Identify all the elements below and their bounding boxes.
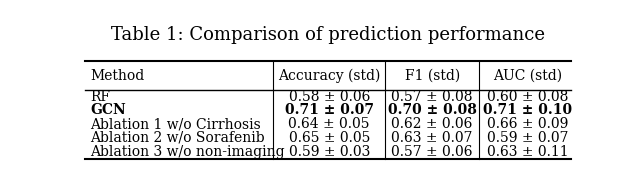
Text: RF: RF (90, 89, 110, 104)
Text: Ablation 1 w/o Cirrhosis: Ablation 1 w/o Cirrhosis (90, 117, 260, 131)
Text: 0.63 ± 0.11: 0.63 ± 0.11 (487, 145, 568, 159)
Text: Ablation 2 w/o Sorafenib: Ablation 2 w/o Sorafenib (90, 131, 264, 145)
Text: 0.60 ± 0.08: 0.60 ± 0.08 (487, 89, 568, 104)
Text: GCN: GCN (90, 103, 125, 117)
Text: 0.59 ± 0.03: 0.59 ± 0.03 (289, 145, 370, 159)
Text: 0.66 ± 0.09: 0.66 ± 0.09 (487, 117, 568, 131)
Text: 0.64 ± 0.05: 0.64 ± 0.05 (289, 117, 370, 131)
Text: 0.57 ± 0.08: 0.57 ± 0.08 (392, 89, 473, 104)
Text: 0.63 ± 0.07: 0.63 ± 0.07 (392, 131, 473, 145)
Text: 0.71 ± 0.07: 0.71 ± 0.07 (285, 103, 374, 117)
Text: 0.65 ± 0.05: 0.65 ± 0.05 (289, 131, 370, 145)
Text: 0.59 ± 0.07: 0.59 ± 0.07 (487, 131, 568, 145)
Text: F1 (std): F1 (std) (404, 68, 460, 83)
Text: 0.71 ± 0.10: 0.71 ± 0.10 (483, 103, 572, 117)
Text: 0.62 ± 0.06: 0.62 ± 0.06 (392, 117, 473, 131)
Text: Ablation 3 w/o non-imaging: Ablation 3 w/o non-imaging (90, 145, 285, 159)
Text: Method: Method (90, 68, 144, 83)
Text: AUC (std): AUC (std) (493, 68, 562, 83)
Text: Accuracy (std): Accuracy (std) (278, 68, 380, 83)
Text: Table 1: Comparison of prediction performance: Table 1: Comparison of prediction perfor… (111, 26, 545, 44)
Text: 0.58 ± 0.06: 0.58 ± 0.06 (289, 89, 370, 104)
Text: 0.70 ± 0.08: 0.70 ± 0.08 (388, 103, 477, 117)
Text: 0.57 ± 0.06: 0.57 ± 0.06 (392, 145, 473, 159)
